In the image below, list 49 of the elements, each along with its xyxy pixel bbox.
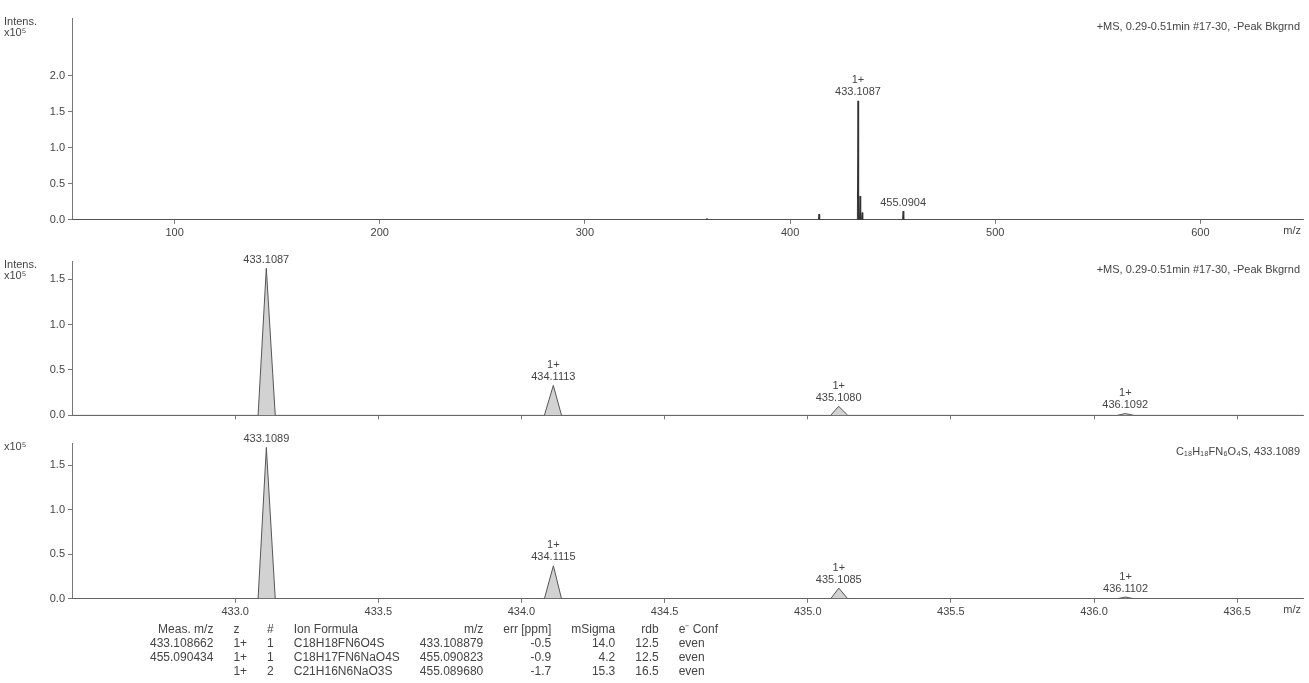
annotation: 1+ 435.1080 (815, 378, 862, 403)
annotation: 1+ 436.1102 (1103, 569, 1149, 594)
y-tick-label: 0.5 (49, 176, 65, 189)
y-tick-label: 1.0 (49, 140, 65, 153)
x-tick-label: 200 (370, 226, 389, 239)
x-axis-title: m/z (1283, 603, 1301, 616)
y-tick-label: 1.0 (49, 317, 65, 330)
y-axis-title: Intens. x10⁵ (4, 257, 38, 281)
y-tick-label: 2.0 (49, 68, 65, 81)
x-tick-label: 434.5 (650, 605, 679, 618)
annotation: 1+ 434.1115 (531, 538, 576, 563)
annotation: 455.0904 (880, 195, 927, 208)
x-tick-label: 435.5 (937, 605, 965, 618)
annotation: 1+ 433.1087 (835, 73, 881, 98)
annotation: 1+ 436.1092 (1102, 386, 1149, 411)
y-tick-label: 0.5 (49, 363, 65, 376)
annotation: 1+ 434.1113 (531, 357, 576, 382)
x-tick-label: 435.0 (793, 605, 822, 618)
y-tick-label: 1.5 (49, 458, 65, 471)
x-tick-label: 433.0 (221, 605, 249, 618)
y-axis-title: Intens. x10⁵ (4, 14, 38, 38)
x-tick-label: 400 (780, 226, 800, 239)
y-tick-label: 1.0 (49, 502, 65, 515)
x-tick-label: 600 (1191, 226, 1210, 239)
chart-title: +MS, 0.29-0.51min #17-30, -Peak Bkgrnd (1096, 262, 1300, 275)
annotation: 1+ 435.1085 (815, 560, 862, 585)
text: 433.108662 1+ 1 C18H18FN6O4S 433.108879 -0.5 14.0 12.5 even (150, 636, 705, 650)
x-tick-label: 434.0 (507, 605, 536, 618)
x-tick-label: 300 (575, 226, 595, 239)
x-tick-label: 433.5 (364, 605, 393, 618)
text: 1+ 2 C21H16N6NaO3S 455.089680 -1.7 15.3 16.5 even (233, 664, 705, 678)
annotation: 433.1089 (243, 431, 290, 444)
annotation: 433.1087 (243, 252, 290, 265)
y-axis-title: x10⁵ (4, 439, 27, 452)
chart-title: C₁₈H₁₈FN₆O₄S, 433.1089 (1176, 444, 1300, 457)
y-tick-label: 1.5 (49, 272, 65, 285)
x-tick-label: 436.0 (1080, 605, 1108, 618)
y-tick-label: 0.0 (49, 212, 65, 225)
x-axis-title: m/z (1283, 224, 1301, 237)
chart-title: +MS, 0.29-0.51min #17-30, -Peak Bkgrnd (1096, 19, 1300, 32)
y-tick-label: 1.5 (49, 104, 65, 117)
y-tick-label: 0.5 (49, 547, 65, 560)
x-tick-label: 436.5 (1223, 605, 1251, 618)
text: 455.090434 1+ 1 C18H17FN6NaO4S 455.090823 -0.9 4.2 12.5 even (150, 650, 705, 664)
x-tick-label: 500 (986, 226, 1005, 239)
x-tick-label: 100 (165, 226, 184, 239)
y-tick-label: 0.0 (49, 591, 65, 604)
y-tick-label: 0.0 (49, 408, 65, 421)
text: Meas. m/z z # Ion Formula m/z err [ppm] mSigma rdb e⁻ Conf (158, 622, 718, 636)
